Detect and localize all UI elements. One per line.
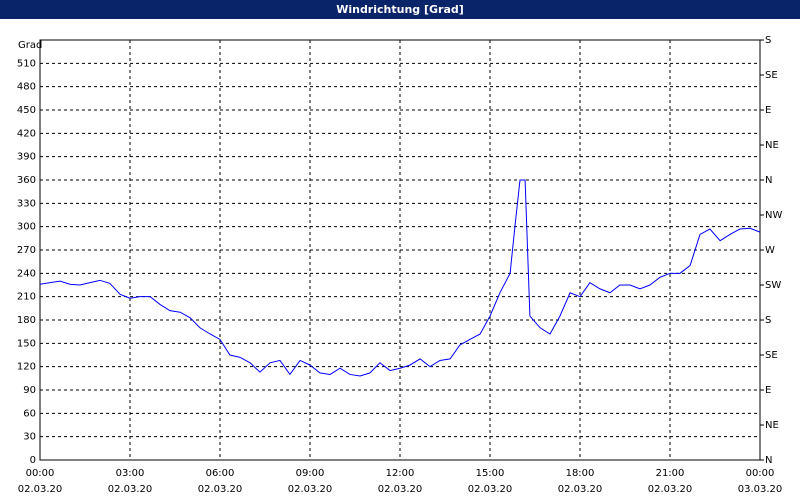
y2-tick-label: N xyxy=(765,175,772,186)
x-tick-date: 02.03.20 xyxy=(288,484,333,495)
y-tick-label: 0 xyxy=(30,455,36,466)
y-tick-label: 480 xyxy=(17,82,36,93)
x-tick-label: 09:00 xyxy=(296,468,325,479)
x-tick-date: 02.03.20 xyxy=(108,484,153,495)
y-axis-label: Grad xyxy=(18,40,42,51)
x-tick-date: 02.03.20 xyxy=(198,484,243,495)
x-tick-label: 03:00 xyxy=(116,468,145,479)
x-tick-date: 02.03.20 xyxy=(378,484,423,495)
y-tick-label: 420 xyxy=(17,128,36,139)
x-tick-date: 02.03.20 xyxy=(468,484,513,495)
y2-tick-label: W xyxy=(765,245,775,256)
x-tick-label: 12:00 xyxy=(386,468,415,479)
y-tick-label: 450 xyxy=(17,105,36,116)
y2-tick-label: N xyxy=(765,455,772,466)
x-tick-label: 21:00 xyxy=(656,468,685,479)
x-tick-date: 02.03.20 xyxy=(18,484,63,495)
y2-tick-label: S xyxy=(765,315,771,326)
y-tick-label: 210 xyxy=(17,292,36,303)
y2-tick-label: SE xyxy=(765,70,778,81)
y2-tick-label: SW xyxy=(765,280,781,291)
y-tick-label: 60 xyxy=(23,408,36,419)
y-tick-label: 90 xyxy=(23,385,36,396)
data-line xyxy=(39,179,761,377)
y2-tick-label: SE xyxy=(765,350,778,361)
y2-tick-label: NW xyxy=(765,210,782,221)
plot-border xyxy=(39,39,761,461)
y-tick-label: 240 xyxy=(17,268,36,279)
y-tick-label: 180 xyxy=(17,315,36,326)
y2-tick-label: S xyxy=(765,35,771,46)
x-tick-date: 02.03.20 xyxy=(558,484,603,495)
y2-tick-label: E xyxy=(765,385,771,396)
y-tick-label: 120 xyxy=(17,362,36,373)
x-tick-label: 00:00 xyxy=(26,468,55,479)
x-tick-date: 03.03.20 xyxy=(738,484,783,495)
y-tick-label: 30 xyxy=(23,432,36,443)
y-tick-label: 360 xyxy=(17,175,36,186)
chart-title: Windrichtung [Grad] xyxy=(336,3,464,16)
x-tick-label: 15:00 xyxy=(476,468,505,479)
x-tick-label: 18:00 xyxy=(566,468,595,479)
title-bar xyxy=(0,0,800,19)
x-tick-label: 00:00 xyxy=(746,468,775,479)
y-tick-label: 510 xyxy=(17,58,36,69)
y-tick-label: 330 xyxy=(17,198,36,209)
y-tick-label: 270 xyxy=(17,245,36,256)
y2-tick-label: E xyxy=(765,105,771,116)
y-tick-label: 390 xyxy=(17,152,36,163)
y2-tick-label: NE xyxy=(765,140,779,151)
y-tick-label: 300 xyxy=(17,222,36,233)
x-tick-label: 06:00 xyxy=(206,468,235,479)
y-tick-label: 150 xyxy=(17,338,36,349)
y2-tick-label: NE xyxy=(765,420,779,431)
x-tick-date: 02.03.20 xyxy=(648,484,693,495)
